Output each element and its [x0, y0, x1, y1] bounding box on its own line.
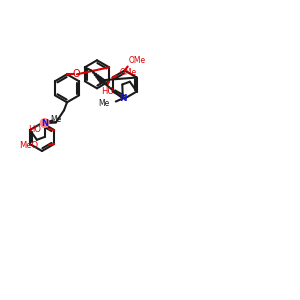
Text: Me: Me — [50, 116, 61, 124]
Text: OMe: OMe — [120, 68, 137, 77]
Text: Me: Me — [98, 99, 110, 108]
Text: N: N — [119, 94, 127, 103]
Text: HO: HO — [102, 87, 115, 96]
Text: O: O — [72, 69, 80, 79]
Text: HO: HO — [28, 124, 41, 134]
Text: N: N — [41, 118, 48, 127]
Text: OMe: OMe — [129, 56, 146, 65]
Circle shape — [40, 118, 50, 128]
Text: MeO: MeO — [19, 140, 38, 149]
